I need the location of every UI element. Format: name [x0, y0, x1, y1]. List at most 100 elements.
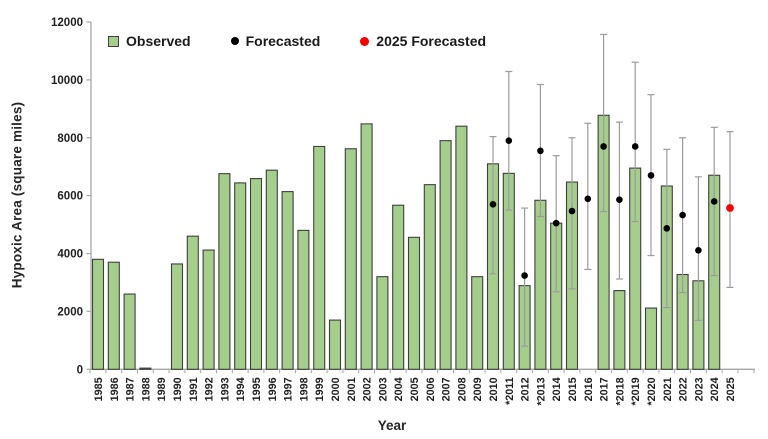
x-tick-label-2023: 2023: [693, 377, 705, 401]
forecasted-2025-dot-icon: [360, 36, 370, 46]
bar-2002: [360, 123, 373, 370]
forecast-dot-2018: [616, 196, 623, 204]
bar-1997: [281, 191, 294, 370]
forecast-dot-2016: [584, 195, 592, 203]
observed-square-icon: [108, 35, 119, 47]
y-tick-label-2000: 2000: [57, 306, 83, 318]
x-tick-label-1997: 1997: [283, 377, 295, 401]
x-tick-label-1992: 1992: [204, 377, 216, 401]
x-tick-label-2025: 2025: [725, 377, 737, 401]
x-tick-label-2009: 2009: [472, 377, 484, 401]
bar-1991: [186, 235, 199, 370]
bar-1986: [107, 261, 120, 370]
bar-1992: [202, 249, 215, 370]
forecast-dot-2011: [505, 137, 513, 144]
x-tick-label-2021: 2021: [662, 377, 674, 401]
x-tick-label-1988: 1988: [140, 377, 152, 401]
x-tick-label-2008: 2008: [456, 377, 468, 401]
x-tick-label-2000: 2000: [330, 377, 342, 401]
bar-1994: [234, 182, 247, 370]
bar-2020: [644, 307, 658, 370]
y-tick-label-10000: 10000: [51, 75, 83, 87]
bar-2003: [376, 276, 389, 370]
bar-2000: [328, 319, 342, 370]
bar-2004: [392, 204, 405, 370]
y-tick-label-4000: 4000: [57, 249, 83, 261]
bar-1985: [91, 258, 105, 370]
x-tick-label-2015: 2015: [567, 377, 579, 401]
x-tick-label-2010: 2010: [488, 377, 500, 401]
forecast-dot-2010: [489, 201, 497, 208]
x-tick-label-1998: 1998: [298, 377, 310, 401]
bar-1998: [297, 229, 310, 370]
y-tick-label-0: 0: [77, 364, 83, 376]
legend-item-forecasted: Forecasted: [230, 33, 321, 49]
bar-1995: [249, 178, 263, 370]
x-tick-label-2017: 2017: [599, 377, 611, 401]
forecast-dot-2013: [537, 147, 544, 155]
x-tick-label-2016: 2016: [583, 377, 595, 401]
forecast-dot-2023: [695, 247, 702, 254]
bar-2005: [407, 236, 421, 370]
x-tick-label-1989: 1989: [156, 377, 168, 401]
bar-2006: [423, 184, 436, 370]
x-tick-label-2019: *2019: [630, 377, 642, 405]
x-tick-label-1991: 1991: [188, 377, 200, 401]
forecast-2025-dot-2025: [726, 204, 734, 212]
x-tick-label-2011: *2011: [504, 377, 516, 405]
x-tick-label-1994: 1994: [235, 377, 247, 401]
bar-2009: [471, 276, 484, 370]
x-tick-label-2014: 2014: [551, 377, 563, 401]
bar-2001: [344, 148, 357, 370]
forecast-dot-2020: [647, 172, 655, 179]
x-tick-label-1996: 1996: [267, 377, 279, 401]
x-tick-label-2003: 2003: [377, 377, 389, 401]
bar-2007: [439, 140, 452, 370]
x-tick-label-2001: 2001: [346, 377, 358, 401]
x-tick-label-2018: *2018: [614, 377, 626, 405]
bar-2018: [613, 290, 626, 370]
x-tick-label-1990: 1990: [172, 377, 184, 401]
x-tick-label-1993: 1993: [219, 377, 231, 401]
bar-1996: [265, 169, 278, 370]
forecast-dot-2021: [663, 225, 671, 232]
x-axis-title: Year: [377, 418, 407, 433]
bar-1993: [218, 173, 231, 370]
x-tick-label-2004: 2004: [393, 377, 405, 401]
bar-2013: [534, 199, 547, 370]
legend: Observed Forecasted 2025 Forecasted: [108, 33, 486, 49]
bar-2008: [455, 125, 468, 370]
forecasted-dot-icon: [230, 37, 239, 45]
legend-label-forecasted: Forecasted: [245, 33, 321, 49]
legend-item-observed: Observed: [108, 33, 191, 49]
x-tick-label-2022: 2022: [678, 377, 690, 401]
forecast-dot-2017: [600, 143, 607, 150]
x-tick-label-2006: 2006: [425, 377, 437, 401]
y-tick-label-12000: 12000: [51, 17, 83, 29]
y-tick-label-8000: 8000: [57, 133, 83, 145]
x-tick-label-1995: 1995: [251, 377, 263, 401]
x-tick-label-2013: *2013: [535, 377, 547, 405]
x-tick-label-2020: *2020: [646, 377, 658, 405]
y-axis-title: Hypoxic Area (square miles): [9, 101, 25, 289]
forecast-dot-2019: [631, 143, 639, 150]
legend-label-2025-forecasted: 2025 Forecasted: [376, 33, 487, 49]
bar-1988: [139, 367, 152, 370]
x-tick-label-2005: 2005: [409, 377, 421, 401]
x-tick-label-1986: 1986: [109, 377, 121, 401]
x-tick-label-2007: 2007: [441, 377, 453, 401]
y-tick-label-6000: 6000: [57, 191, 83, 203]
forecast-dot-2024: [710, 198, 718, 205]
x-tick-label-1985: 1985: [93, 377, 105, 401]
x-tick-label-1987: 1987: [125, 377, 137, 401]
legend-label-observed: Observed: [126, 33, 191, 49]
bar-1987: [123, 293, 136, 370]
bar-1999: [313, 145, 326, 370]
x-tick-label-2012: 2012: [520, 377, 532, 401]
forecast-dot-2022: [679, 211, 686, 219]
bar-1990: [170, 263, 184, 370]
forecast-dot-2015: [568, 207, 576, 215]
x-tick-label-2002: 2002: [362, 377, 374, 401]
